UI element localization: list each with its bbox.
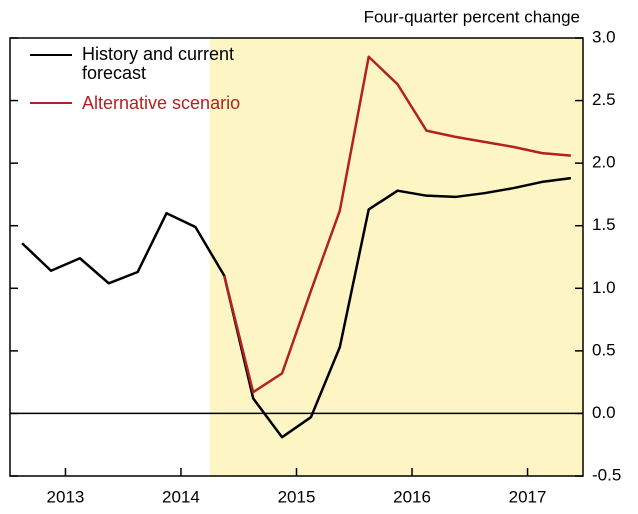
- x-tick-label: 2017: [509, 487, 547, 506]
- series-line: [223, 55, 571, 394]
- shaded-region: [209, 38, 583, 476]
- x-tick-label: 2013: [47, 487, 85, 506]
- y-tick-label: 3.0: [592, 27, 616, 46]
- x-tick-label: 2016: [393, 487, 431, 506]
- x-tick-label: 2014: [162, 487, 200, 506]
- y-tick-label: 0.5: [592, 340, 616, 359]
- y-tick-label: 2.5: [592, 90, 616, 109]
- y-tick-label: 0.0: [592, 403, 616, 422]
- y-tick-label: 2.0: [592, 153, 616, 172]
- plot-frame: [9, 37, 584, 477]
- series-line: [21, 176, 572, 439]
- legend-label: Alternative scenario: [82, 93, 241, 113]
- y-tick-label: 1.5: [592, 215, 616, 234]
- x-tick-label: 2015: [278, 487, 316, 506]
- y-axis-label: Four-quarter percent change: [364, 7, 580, 26]
- y-tick-label: 1.0: [592, 278, 616, 297]
- legend-label: History and current forecast: [82, 44, 235, 83]
- y-tick-label: -0.5: [592, 465, 621, 484]
